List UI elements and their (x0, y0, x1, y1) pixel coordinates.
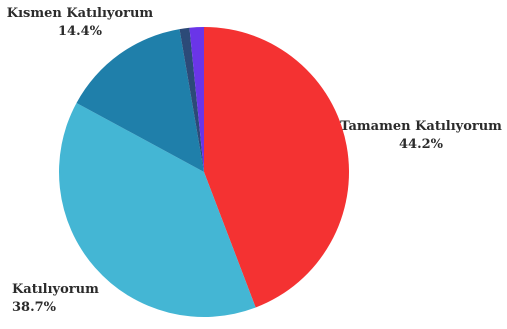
pie-labels: Tamamen Katılıyorum 44.2% Katılıyorum 38.7%… (7, 6, 502, 315)
slice-label-1: Katılıyorum (12, 282, 99, 297)
pie-slice-2 (76, 29, 204, 172)
slice-label-0: Tamamen Katılıyorum (340, 119, 502, 134)
pie-slices (59, 26, 350, 318)
slice-value-label-1: 38.7% (12, 300, 57, 315)
slice-value-label-2: 14.4% (58, 24, 103, 39)
pie-slice-0 (204, 27, 350, 308)
slice-value-label-0: 44.2% (399, 137, 444, 152)
pie-slice-1 (59, 102, 256, 318)
pie-slice-4 (189, 26, 204, 172)
slice-label-2: Kısmen Katılıyorum (7, 6, 154, 21)
pie-slice-3 (179, 27, 204, 173)
